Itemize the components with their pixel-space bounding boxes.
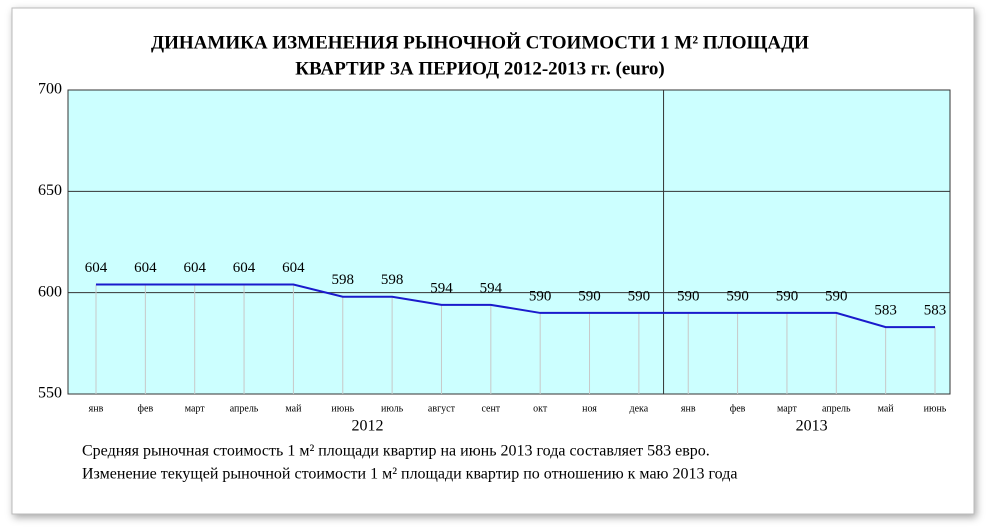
x-tick-label: апрель (230, 403, 259, 414)
data-label: 598 (332, 272, 355, 288)
x-tick-label: апрель (822, 403, 851, 414)
content: ДИНАМИКА ИЗМЕНЕНИЯ РЫНОЧНОЙ СТОИМОСТИ 1 … (38, 31, 951, 483)
data-label: 590 (529, 288, 552, 304)
x-tick-label: ноя (582, 403, 597, 414)
data-label: 590 (677, 288, 700, 304)
x-tick-label: март (777, 403, 798, 414)
data-label: 583 (924, 303, 947, 319)
data-label: 583 (874, 303, 897, 319)
x-tick-label: дека (630, 403, 649, 414)
y-axis-labels: 550 600 650 700 (38, 81, 62, 402)
x-tick-label: фев (138, 403, 154, 414)
data-label: 604 (233, 260, 256, 276)
year-label: 2013 (796, 418, 828, 435)
x-tick-label: март (185, 403, 206, 414)
plot-area (67, 89, 951, 395)
y-tick-label: 700 (38, 81, 62, 98)
x-tick-label: окт (533, 403, 548, 414)
data-label: 590 (776, 288, 799, 304)
data-label: 594 (480, 280, 503, 296)
x-tick-label: август (428, 403, 456, 414)
data-label: 604 (183, 260, 206, 276)
data-label: 604 (282, 260, 305, 276)
x-tick-label: май (878, 403, 895, 414)
year-label: 2012 (351, 418, 383, 435)
series-line (96, 283, 935, 329)
data-label: 590 (726, 288, 749, 304)
x-tick-label: июль (381, 403, 404, 414)
y-tick-label: 600 (38, 283, 62, 300)
data-label: 598 (381, 272, 404, 288)
data-label: 590 (628, 288, 651, 304)
chart-title: КВАРТИР ЗА ПЕРИОД 2012-2013 гг. (euro) (295, 58, 665, 79)
data-label: 594 (430, 280, 453, 296)
data-label: 590 (825, 288, 848, 304)
x-tick-label: июнь (924, 403, 947, 414)
y-tick-label: 550 (38, 385, 62, 402)
y-tick-label: 650 (38, 182, 62, 199)
x-tick-label: янв (681, 403, 696, 414)
x-tick-label: фев (730, 403, 746, 414)
x-tick-label: янв (89, 403, 104, 414)
data-label: 604 (134, 260, 157, 276)
x-tick-label: сент (481, 403, 500, 414)
data-label: 604 (85, 260, 108, 276)
x-tick-label: июнь (331, 403, 354, 414)
note: Изменение текущей рыночной стоимости 1 м… (82, 466, 737, 483)
x-tick-label: май (285, 403, 302, 414)
note: Средняя рыночная стоимость 1 м² площади … (82, 443, 710, 460)
chart-title: ДИНАМИКА ИЗМЕНЕНИЯ РЫНОЧНОЙ СТОИМОСТИ 1 … (151, 31, 809, 53)
data-label: 590 (578, 288, 601, 304)
